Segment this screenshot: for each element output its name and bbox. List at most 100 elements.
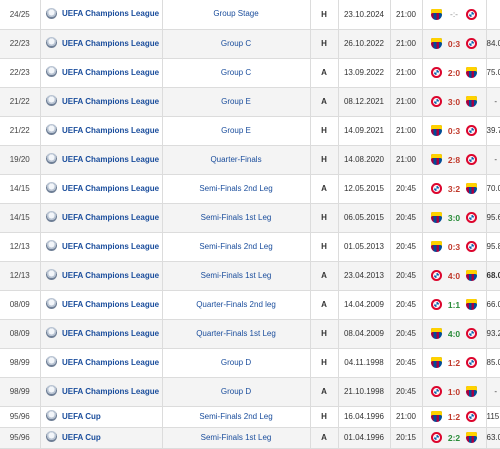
match-row[interactable]: 95/96 UEFA Cup Semi-Finals 1st Leg A 01.04.1… xyxy=(0,427,500,449)
match-row[interactable]: 21/22 UEFA Champions League Group E A 08.12.… xyxy=(0,87,500,117)
score-link[interactable]: 1:2 xyxy=(447,357,461,368)
competition-link[interactable]: UEFA Champions League xyxy=(62,0,163,30)
competition-link[interactable]: UEFA Cup xyxy=(62,406,163,428)
bayern-crest-icon[interactable] xyxy=(431,299,442,310)
round-link[interactable]: Group E xyxy=(162,87,311,117)
match-row[interactable]: 21/22 UEFA Champions League Group E H 14.09.… xyxy=(0,116,500,146)
bayern-crest-icon[interactable] xyxy=(431,270,442,281)
attendance-cell: 93.219 xyxy=(486,319,500,349)
score-link[interactable]: 0:3 xyxy=(447,125,461,136)
score-link[interactable]: 2:2 xyxy=(447,432,461,443)
competition-link[interactable]: UEFA Champions League xyxy=(62,58,163,88)
barcelona-crest-icon[interactable] xyxy=(431,38,442,49)
bayern-crest-icon[interactable] xyxy=(431,432,442,443)
score-link[interactable]: 2:8 xyxy=(447,154,461,165)
bayern-crest-icon[interactable] xyxy=(431,96,442,107)
bayern-crest-icon[interactable] xyxy=(466,38,477,49)
match-row[interactable]: 08/09 UEFA Champions League Quarter-Finals… xyxy=(0,290,500,320)
competition-link[interactable]: UEFA Champions League xyxy=(62,232,163,262)
competition-logo-cell xyxy=(40,290,62,320)
round-link[interactable]: Semi-Finals 1st Leg xyxy=(162,261,311,291)
bayern-crest-icon[interactable] xyxy=(466,357,477,368)
bayern-crest-icon[interactable] xyxy=(431,183,442,194)
round-link[interactable]: Quarter-Finals 2nd leg xyxy=(162,290,311,320)
competition-link[interactable]: UEFA Champions League xyxy=(62,116,163,146)
round-link[interactable]: Quarter-Finals 1st Leg xyxy=(162,319,311,349)
barcelona-crest-icon[interactable] xyxy=(431,8,442,20)
match-row[interactable]: 14/15 UEFA Champions League Semi-Finals 2n… xyxy=(0,174,500,204)
score-link[interactable]: -:- xyxy=(449,9,459,20)
barcelona-crest-icon[interactable] xyxy=(466,183,477,194)
round-link[interactable]: Semi-Finals 1st Leg xyxy=(162,203,311,233)
competition-link[interactable]: UEFA Champions League xyxy=(62,348,163,378)
score-link[interactable]: 1:0 xyxy=(447,386,461,397)
score-link[interactable]: 0:3 xyxy=(447,38,461,49)
bayern-crest-icon[interactable] xyxy=(466,328,477,339)
competition-link[interactable]: UEFA Champions League xyxy=(62,203,163,233)
score-link[interactable]: 1:1 xyxy=(447,299,461,310)
competition-link[interactable]: UEFA Cup xyxy=(62,427,163,449)
bayern-crest-icon[interactable] xyxy=(431,67,442,78)
barcelona-crest-icon[interactable] xyxy=(431,357,442,368)
competition-link[interactable]: UEFA Champions League xyxy=(62,261,163,291)
barcelona-crest-icon[interactable] xyxy=(466,67,477,78)
barcelona-crest-icon[interactable] xyxy=(466,299,477,310)
bayern-crest-icon[interactable] xyxy=(466,125,477,136)
bayern-crest-icon[interactable] xyxy=(466,212,477,223)
competition-link[interactable]: UEFA Champions League xyxy=(62,290,163,320)
match-row[interactable]: 08/09 UEFA Champions League Quarter-Finals… xyxy=(0,319,500,349)
score-link[interactable]: 3:2 xyxy=(447,183,461,194)
round-link[interactable]: Group C xyxy=(162,58,311,88)
barcelona-crest-icon[interactable] xyxy=(466,432,477,443)
barcelona-crest-icon[interactable] xyxy=(431,212,442,223)
round-link[interactable]: Semi-Finals 1st Leg xyxy=(162,427,311,449)
round-link[interactable]: Semi-Finals 2nd Leg xyxy=(162,406,311,428)
barcelona-crest-icon[interactable] xyxy=(466,96,477,107)
score-link[interactable]: 2:0 xyxy=(447,67,461,78)
competition-link[interactable]: UEFA Champions League xyxy=(62,29,163,59)
match-row[interactable]: 12/13 UEFA Champions League Semi-Finals 1s… xyxy=(0,261,500,291)
score-link[interactable]: 3:0 xyxy=(447,96,461,107)
trophy-icon xyxy=(45,153,57,164)
score-link[interactable]: 4:0 xyxy=(447,270,461,281)
round-link[interactable]: Group D xyxy=(162,348,311,378)
barcelona-crest-icon[interactable] xyxy=(466,270,477,281)
round-link[interactable]: Quarter-Finals xyxy=(162,145,311,175)
barcelona-crest-icon[interactable] xyxy=(431,154,442,165)
match-row[interactable]: 98/99 UEFA Champions League Group D A 21.10.… xyxy=(0,377,500,407)
barcelona-crest-icon[interactable] xyxy=(431,411,442,422)
bayern-crest-icon[interactable] xyxy=(431,386,442,397)
match-row[interactable]: 95/96 UEFA Cup Semi-Finals 2nd Leg H 16.04.1… xyxy=(0,406,500,428)
score-link[interactable]: 4:0 xyxy=(447,328,461,339)
bayern-crest-icon[interactable] xyxy=(466,8,477,20)
round-link[interactable]: Group E xyxy=(162,116,311,146)
match-row[interactable]: 22/23 UEFA Champions League Group C A 13.09.… xyxy=(0,58,500,88)
season-cell: 24/25 xyxy=(0,0,41,30)
score-link[interactable]: 0:3 xyxy=(447,241,461,252)
match-row[interactable]: 12/13 UEFA Champions League Semi-Finals 2n… xyxy=(0,232,500,262)
competition-link[interactable]: UEFA Champions League xyxy=(62,145,163,175)
round-link[interactable]: Semi-Finals 2nd Leg xyxy=(162,174,311,204)
match-row[interactable]: 19/20 UEFA Champions League Quarter-Finals… xyxy=(0,145,500,175)
match-row[interactable]: 14/15 UEFA Champions League Semi-Finals 1s… xyxy=(0,203,500,233)
barcelona-crest-icon[interactable] xyxy=(466,386,477,397)
round-link[interactable]: Semi-Finals 2nd Leg xyxy=(162,232,311,262)
round-link[interactable]: Group C xyxy=(162,29,311,59)
barcelona-crest-icon[interactable] xyxy=(431,328,442,339)
competition-link[interactable]: UEFA Champions League xyxy=(62,377,163,407)
match-row[interactable]: 24/25 UEFA Champions League Group Stage H 23… xyxy=(0,0,500,30)
round-link[interactable]: Group D xyxy=(162,377,311,407)
competition-link[interactable]: UEFA Champions League xyxy=(62,87,163,117)
barcelona-crest-icon[interactable] xyxy=(431,125,442,136)
match-row[interactable]: 22/23 UEFA Champions League Group C H 26.10.… xyxy=(0,29,500,59)
match-row[interactable]: 98/99 UEFA Champions League Group D H 04.11.… xyxy=(0,348,500,378)
bayern-crest-icon[interactable] xyxy=(466,411,477,422)
round-link[interactable]: Group Stage xyxy=(162,0,311,30)
barcelona-crest-icon[interactable] xyxy=(431,241,442,252)
bayern-crest-icon[interactable] xyxy=(466,154,477,165)
competition-link[interactable]: UEFA Champions League xyxy=(62,319,163,349)
score-link[interactable]: 1:2 xyxy=(447,411,461,422)
score-link[interactable]: 3:0 xyxy=(447,212,461,223)
bayern-crest-icon[interactable] xyxy=(466,241,477,252)
competition-link[interactable]: UEFA Champions League xyxy=(62,174,163,204)
